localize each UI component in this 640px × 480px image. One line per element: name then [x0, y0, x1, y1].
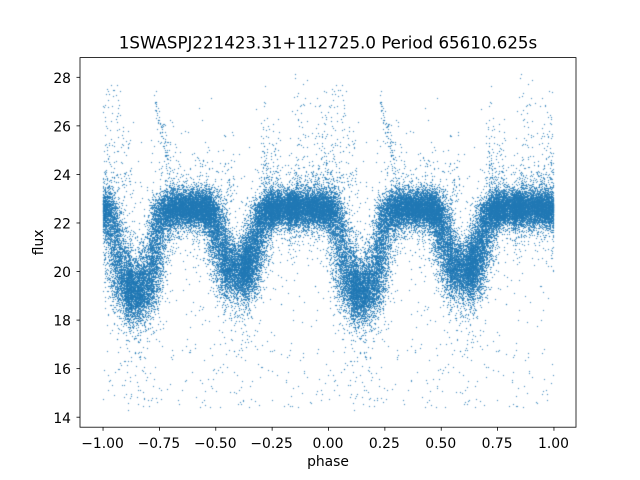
- y-axis-label: flux: [31, 230, 47, 256]
- y-tick-label: 26: [53, 119, 71, 135]
- x-tick-label: −0.50: [194, 436, 237, 452]
- x-tick-label: 0.50: [425, 436, 456, 452]
- x-axis-label: phase: [307, 454, 349, 470]
- y-tick-label: 18: [53, 314, 71, 330]
- x-tick-labels: −1.00 −0.75 −0.50 −0.25 0.00 0.25 0.50 0.75 1.00: [81, 436, 569, 452]
- x-tick-label: 0.75: [482, 436, 513, 452]
- x-tick-label: 0.00: [313, 436, 344, 452]
- x-tick-label: −0.75: [138, 436, 181, 452]
- x-tick-label: 1.00: [538, 436, 569, 452]
- y-tick-label: 14: [53, 411, 71, 427]
- plot-frame: [79, 57, 577, 428]
- x-tick-label: −0.25: [250, 436, 293, 452]
- y-ticks: [76, 76, 80, 418]
- y-tick-label: 22: [53, 217, 71, 233]
- y-tick-labels: 14 16 18 20 22 24 26 28: [53, 71, 71, 427]
- y-tick-label: 24: [53, 168, 71, 184]
- x-tick-label: 0.25: [369, 436, 400, 452]
- chart-title: 1SWASPJ221423.31+112725.0 Period 65610.6…: [119, 34, 537, 53]
- y-tick-label: 28: [53, 71, 71, 87]
- x-tick-label: −1.00: [81, 436, 124, 452]
- y-tick-label: 16: [53, 362, 71, 378]
- x-ticks: [102, 427, 555, 431]
- y-tick-label: 20: [53, 265, 71, 281]
